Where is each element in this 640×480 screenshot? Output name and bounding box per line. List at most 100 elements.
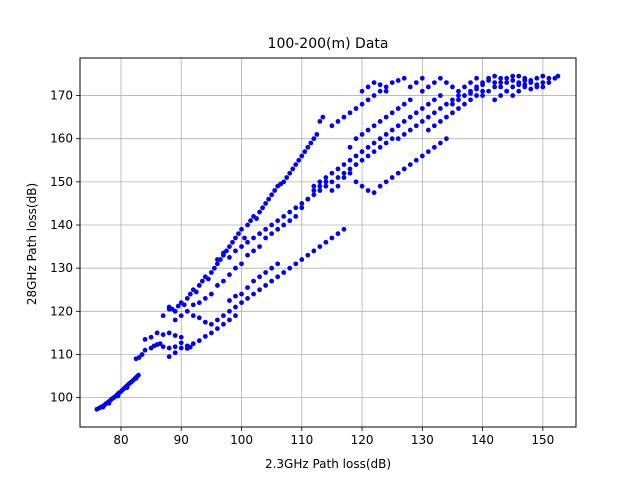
data-point: [371, 80, 377, 85]
data-point: [431, 123, 437, 129]
data-point: [115, 393, 121, 399]
data-point: [251, 248, 256, 254]
data-point: [323, 239, 329, 245]
data-point: [353, 179, 359, 185]
data-point: [148, 334, 154, 340]
data-point: [221, 321, 226, 327]
data-point: [239, 261, 244, 267]
data-point: [413, 110, 419, 116]
data-point: [287, 170, 293, 176]
data-point: [236, 231, 241, 237]
y-tick-label: 170: [50, 89, 73, 103]
data-point: [239, 300, 244, 306]
data-point: [534, 75, 540, 81]
data-point: [193, 289, 199, 295]
data-point: [157, 341, 163, 347]
data-point: [341, 114, 347, 120]
data-point: [184, 295, 190, 301]
data-point: [450, 101, 455, 107]
data-point: [227, 308, 232, 314]
data-point: [407, 97, 413, 103]
data-point: [353, 162, 359, 168]
data-point: [450, 97, 455, 103]
data-point: [389, 110, 395, 116]
data-point: [359, 157, 365, 163]
data-point: [233, 313, 238, 319]
data-point: [178, 313, 184, 319]
data-point: [401, 101, 407, 107]
data-point: [178, 334, 184, 340]
data-point: [540, 84, 546, 90]
data-point: [221, 278, 226, 284]
x-tick-label: 120: [351, 433, 374, 447]
data-point: [492, 84, 498, 90]
data-point: [341, 170, 347, 176]
data-point: [233, 235, 238, 241]
data-point: [359, 149, 365, 155]
data-points: [94, 73, 561, 412]
data-point: [437, 75, 443, 81]
data-point: [383, 179, 389, 185]
data-point: [239, 244, 244, 250]
data-point: [251, 291, 256, 297]
data-point: [211, 265, 217, 271]
data-point: [431, 144, 437, 150]
data-point: [181, 302, 187, 308]
chart-title: 100-200(m) Data: [268, 36, 389, 52]
data-point: [365, 153, 371, 159]
data-point: [106, 400, 112, 406]
data-point: [139, 352, 145, 357]
data-point: [383, 114, 389, 120]
data-point: [245, 222, 250, 228]
data-point: [299, 205, 305, 211]
data-point: [462, 101, 467, 107]
data-point: [175, 303, 181, 309]
data-point: [371, 123, 377, 129]
data-point: [172, 317, 178, 323]
data-point: [227, 272, 232, 278]
data-point: [347, 110, 353, 116]
data-point: [395, 106, 401, 111]
data-point: [347, 166, 353, 172]
data-point: [353, 106, 359, 111]
data-point: [401, 131, 407, 137]
data-point: [284, 175, 290, 180]
data-point: [311, 192, 317, 198]
data-point: [202, 295, 208, 301]
data-point: [227, 244, 232, 250]
data-point: [456, 93, 461, 98]
data-point: [263, 283, 269, 288]
data-point: [371, 149, 377, 155]
data-point: [498, 75, 504, 81]
data-point: [425, 127, 431, 133]
y-tick-label: 110: [50, 347, 73, 361]
data-point: [383, 131, 389, 137]
data-point: [133, 375, 139, 381]
data-point: [160, 332, 166, 338]
data-point: [353, 153, 359, 159]
data-point: [305, 144, 311, 150]
data-point: [245, 252, 250, 258]
data-point: [437, 106, 443, 111]
data-point: [492, 73, 498, 79]
data-point: [166, 306, 172, 312]
data-point: [413, 80, 419, 85]
data-point: [359, 131, 365, 137]
data-point: [311, 183, 317, 189]
data-point: [425, 149, 431, 155]
data-point: [190, 313, 196, 319]
data-point: [266, 196, 272, 202]
x-tick-label: 90: [174, 433, 189, 447]
data-point: [365, 127, 371, 133]
data-point: [413, 123, 419, 129]
y-axis-label: 28GHz Path loss(dB): [25, 183, 39, 305]
data-point: [242, 235, 247, 241]
data-point: [456, 106, 461, 111]
data-point: [166, 345, 172, 351]
data-point: [308, 140, 314, 146]
x-tick-label: 140: [471, 433, 494, 447]
data-point: [257, 244, 262, 250]
data-point: [474, 93, 479, 98]
data-point: [480, 88, 485, 94]
